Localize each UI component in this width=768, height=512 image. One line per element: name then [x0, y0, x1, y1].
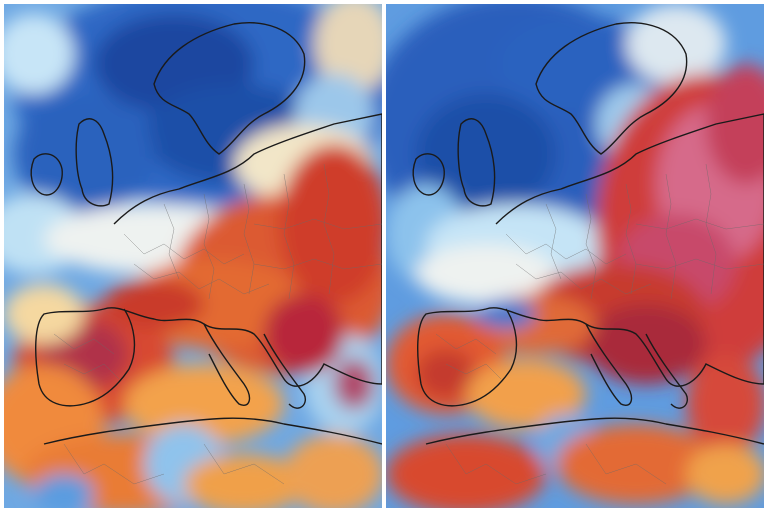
- country-borders-left: [30, 22, 382, 445]
- panel-divider: [382, 0, 386, 512]
- region-borders-left: [53, 163, 382, 485]
- map-panel-right: [386, 4, 764, 508]
- country-borders-right: [412, 22, 764, 445]
- anomaly-map-right: [386, 4, 764, 508]
- map-panel-left: [4, 4, 382, 508]
- region-borders-right: [435, 163, 764, 485]
- anomaly-map-left: [4, 4, 382, 508]
- temperature-field-right: [386, 4, 764, 508]
- temperature-field-left: [4, 4, 382, 508]
